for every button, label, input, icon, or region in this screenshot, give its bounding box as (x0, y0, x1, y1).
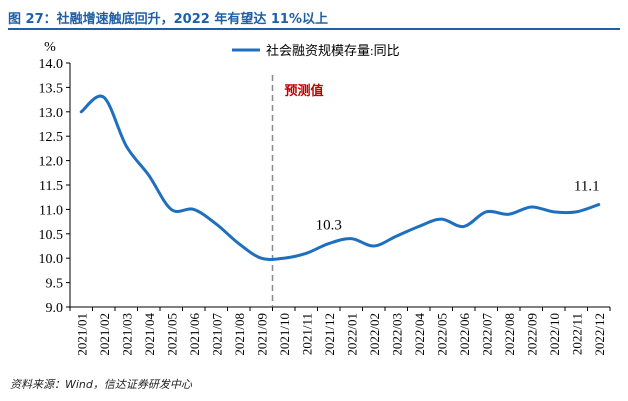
x-tick-label: 2021/01 (74, 313, 89, 356)
x-tick-label: 2022/10 (547, 313, 562, 356)
x-tick-label: 2021/12 (322, 313, 337, 356)
data-label: 10.3 (316, 218, 342, 234)
x-tick-label: 2022/04 (412, 313, 427, 356)
source-note: 资料来源：Wind，信达证券研发中心 (10, 378, 192, 391)
y-tick-label: 9.5 (46, 277, 64, 292)
x-tick-label: 2021/11 (299, 313, 314, 355)
x-tick-label: 2022/05 (434, 313, 449, 356)
x-tick-label: 2022/12 (592, 313, 607, 356)
chart-marks: 预测值 社会融资规模存量:同比 10.3 11.1 (79, 43, 601, 307)
figure-header: 图 27：社融增速触底回升，2022 年有望达 11%以上 (8, 6, 620, 30)
y-tick-label: 11.5 (39, 179, 63, 194)
line-chart: 9.0 9.5 10.0 10.5 11.0 11.5 12.0 12.5 13.0 13.5 14… (39, 40, 611, 356)
x-tick-label: 2021/02 (97, 313, 112, 356)
x-tick-label: 2022/03 (389, 313, 404, 356)
x-tick-label: 2021/05 (164, 313, 179, 356)
x-tick-label: 2021/10 (277, 313, 292, 356)
x-tick-label: 2022/09 (524, 313, 539, 356)
y-axis-unit: % (44, 40, 56, 55)
y-tick-label: 10.5 (39, 228, 64, 243)
x-tick-label: 2022/07 (479, 313, 494, 356)
x-tick-label: 2022/06 (457, 313, 472, 356)
x-tick-label: 2021/08 (232, 313, 247, 356)
y-tick-label: 13.0 (39, 106, 64, 121)
series-line (79, 94, 601, 261)
y-tick-label: 14.0 (39, 57, 64, 72)
data-label: 11.1 (574, 179, 600, 195)
figure-title: 图 27：社融增速触底回升，2022 年有望达 11%以上 (8, 12, 328, 27)
x-tick-label: 2021/09 (254, 313, 269, 356)
y-tick-label: 13.5 (39, 81, 64, 96)
y-tick-label: 12.0 (39, 155, 64, 170)
x-tick-label: 2022/02 (367, 313, 382, 356)
y-tick-label: 10.0 (39, 252, 64, 267)
forecast-label: 预测值 (285, 83, 324, 98)
x-tick-label: 2021/06 (187, 313, 202, 356)
x-tick-label: 2021/04 (142, 313, 157, 356)
x-tick-label: 2021/03 (119, 313, 134, 356)
x-tick-label: 2022/01 (344, 313, 359, 356)
x-tick-label: 2022/08 (502, 313, 517, 356)
legend-label: 社会融资规模存量:同比 (266, 43, 400, 58)
y-tick-label: 9.0 (46, 301, 64, 316)
chart-axes: 9.0 9.5 10.0 10.5 11.0 11.5 12.0 12.5 13.0 13.5 14… (39, 40, 611, 356)
y-tick-label: 12.5 (39, 130, 64, 145)
y-tick-label: 11.0 (39, 203, 63, 218)
x-tick-label: 2022/11 (569, 313, 584, 355)
x-tick-label: 2021/07 (209, 313, 224, 356)
